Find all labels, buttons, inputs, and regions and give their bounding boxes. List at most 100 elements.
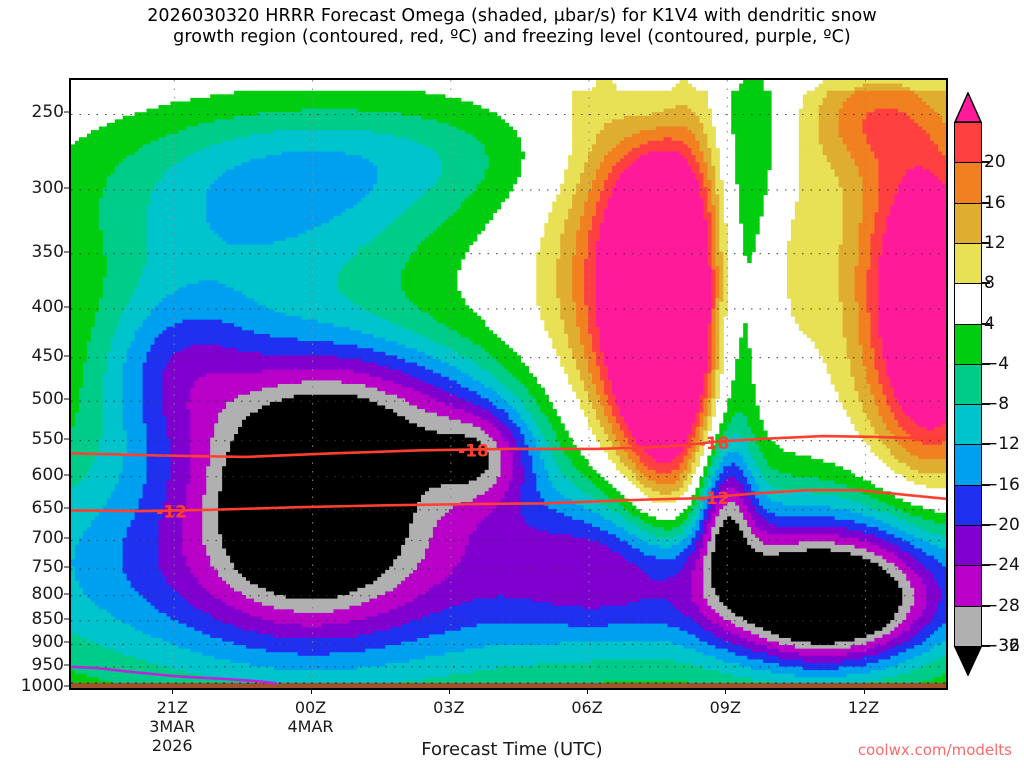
colorbar-band	[954, 525, 982, 567]
y-axis-tick-mark	[64, 641, 70, 643]
colorbar-tick-mark	[982, 524, 990, 527]
x-tick-time: 00Z	[294, 698, 327, 717]
x-axis-tick-label: 00Z 4MAR	[287, 698, 333, 736]
x-axis-tick-label: 03Z	[433, 698, 464, 717]
colorbar-tick-label: −4	[984, 353, 1010, 374]
y-axis-tick-mark	[64, 685, 70, 687]
colorbar-band	[954, 202, 982, 244]
y-axis-tick-mark	[64, 438, 70, 440]
y-axis-tick-label: 800	[31, 583, 64, 604]
colorbar-tick-mark	[982, 483, 990, 486]
plot-area: -18 -18 -12 -12	[69, 78, 948, 690]
y-axis-tick-mark	[64, 664, 70, 666]
colorbar-band	[954, 323, 982, 365]
colorbar-tick-mark	[982, 282, 990, 285]
x-axis-tick-label: 21Z 3MAR 2026	[149, 698, 195, 755]
y-axis-tick-label: 650	[31, 497, 64, 518]
y-axis-tick-mark	[64, 593, 70, 595]
x-tick-time: 03Z	[433, 698, 465, 717]
contour-freezing-level	[71, 665, 277, 685]
x-tick-year: 2026	[151, 736, 193, 755]
title-line-2: growth region (contoured, red, ºC) and f…	[173, 27, 851, 47]
y-axis-tick-mark	[64, 187, 70, 189]
gridlines	[71, 80, 946, 688]
contour-labels: -18 -18 -12 -12	[156, 434, 730, 523]
contour-dendritic-upper	[71, 434, 946, 459]
contour-label: -18	[699, 434, 730, 454]
x-tick-time: 09Z	[709, 698, 741, 717]
y-axis-tick-label: 350	[31, 241, 64, 262]
y-axis-tick-mark	[64, 474, 70, 476]
colorbar-tick-mark	[982, 201, 990, 204]
colorbar-band	[954, 565, 982, 607]
colorbar-tick-mark	[982, 161, 990, 164]
x-axis-tick-mark	[448, 688, 450, 694]
y-axis-tick-label: 450	[31, 345, 64, 366]
x-tick-time: 12Z	[847, 698, 880, 717]
y-axis-tick-label: 300	[31, 177, 64, 198]
x-axis-tick-label: 09Z	[710, 698, 741, 717]
x-axis-tick-mark	[310, 688, 312, 694]
y-axis-tick-label: 550	[31, 428, 64, 449]
colorbar-band	[954, 122, 982, 164]
colorbar-tick-label: −12	[984, 434, 1020, 455]
y-axis-tick-mark	[64, 111, 70, 113]
y-axis-tick-mark	[64, 537, 70, 539]
y-axis-tick-mark	[64, 306, 70, 308]
x-axis-tick-mark	[725, 688, 727, 694]
colorbar-tick-label: −24	[984, 555, 1020, 576]
x-tick-time: 21Z	[156, 698, 188, 717]
colorbar-tick-label: 20	[984, 152, 1006, 173]
colorbar-tick-label: −16	[984, 474, 1020, 495]
y-axis-tick-label: 850	[31, 608, 64, 629]
colorbar-tick-mark	[982, 403, 990, 406]
x-axis-tick-mark	[863, 688, 865, 694]
y-axis-tick-mark	[64, 618, 70, 620]
title-line-1: 2026030320 HRRR Forecast Omega (shaded, …	[147, 6, 877, 26]
page-title: 2026030320 HRRR Forecast Omega (shaded, …	[0, 6, 1024, 48]
colorbar-overflow-arrow-bottom	[953, 646, 983, 677]
colorbar-tick-label: −36	[984, 636, 1020, 656]
colorbar-band	[954, 363, 982, 406]
colorbar-band	[954, 162, 982, 204]
colorbar-overflow-arrow-top	[953, 91, 983, 123]
y-axis-tick-label: 500	[31, 389, 64, 410]
colorbar-tick-mark	[982, 645, 990, 647]
x-axis-title: Forecast Time (UTC)	[421, 739, 603, 760]
y-axis-tick-label: 250	[31, 102, 64, 123]
x-axis-tick-label: 12Z	[848, 698, 879, 717]
colorbar-tick-mark	[982, 564, 990, 567]
colorbar-tick-label: 12	[984, 232, 1006, 253]
x-axis: 21Z 3MAR 2026 00Z 4MAR 03Z 06Z 09Z 12Z	[0, 688, 1024, 755]
y-axis-tick-label: 950	[31, 654, 64, 675]
contour-label: -18	[458, 441, 489, 461]
colorbar-band	[954, 404, 982, 446]
colorbar-band	[954, 444, 982, 486]
colorbar-tick-mark	[982, 322, 990, 325]
y-axis-tick-label: 400	[31, 296, 64, 317]
colorbar-tick-label: 16	[984, 192, 1006, 213]
omega-field: -18 -18 -12 -12	[71, 80, 946, 688]
terrain-band	[71, 683, 946, 688]
x-axis-tick-mark	[587, 688, 588, 694]
contour-dendritic-lower	[71, 488, 946, 513]
y-axis-tick-label: 600	[31, 464, 64, 485]
y-axis-tick-mark	[64, 355, 70, 357]
y-axis-tick-label: 750	[31, 556, 64, 577]
colorbar-band	[954, 283, 982, 325]
colorbar-tick-mark	[982, 241, 990, 244]
colorbar-tick-mark	[982, 362, 990, 365]
y-axis-tick-mark	[64, 398, 70, 400]
x-axis-tick-label: 06Z	[571, 698, 602, 717]
colorbar-band	[954, 242, 982, 285]
colorbar-tick-label: −8	[984, 394, 1010, 415]
y-axis-tick-mark	[64, 251, 70, 253]
contour-label: -12	[699, 489, 730, 509]
y-axis: 250 300 350 400 450 500 550 600 650 700 750 800 850 9…	[0, 78, 70, 696]
y-axis-tick-label: 700	[31, 528, 64, 549]
contour-label: -12	[156, 503, 187, 523]
y-axis-tick-label: 1000	[20, 676, 64, 696]
x-axis-tick-mark	[172, 688, 174, 694]
colorbar-tick-label: −32	[984, 636, 1020, 656]
colorbar-tick-label: −20	[984, 515, 1020, 536]
